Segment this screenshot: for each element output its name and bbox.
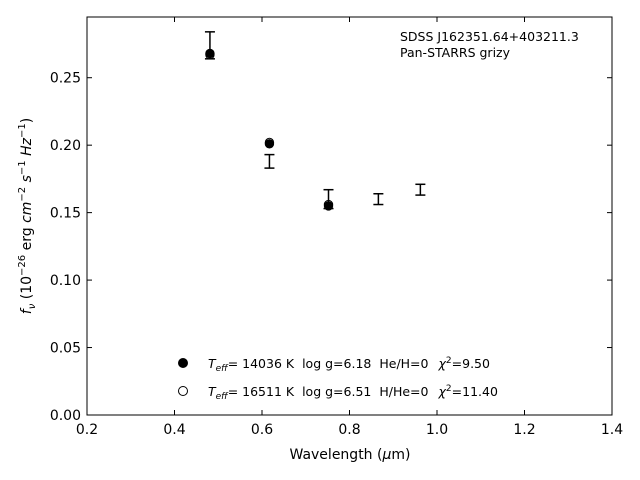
legend-marker-filled	[178, 358, 188, 368]
x-tick-label: 1.4	[601, 422, 623, 438]
observed-errorbars	[204, 31, 426, 210]
x-tick-label: 0.8	[338, 422, 360, 438]
y-axis-label: fν (10−26 erg cm−2 s−1 Hz−1)	[17, 118, 38, 314]
y-tick-label: 0.10	[50, 273, 81, 289]
x-tick-label: 0.6	[251, 422, 273, 438]
observed-errorbar	[415, 183, 426, 196]
x-tick-label: 1.2	[513, 422, 535, 438]
model-point-filled	[205, 48, 215, 59]
x-tick-label: 0.2	[76, 422, 98, 438]
annotation-object: SDSS J162351.64+403211.3	[400, 29, 579, 44]
model-points	[205, 48, 334, 211]
x-axis-label: Wavelength (μm)	[290, 447, 411, 463]
model-point-filled	[323, 201, 334, 211]
axis-ticks: 0.2 0.4 0.6 0.8 1.0 1.2 1.4 0.00 0.05 0.10 0.15 0.2…	[50, 17, 623, 438]
annotation-survey: Pan-STARRS grizy	[400, 45, 511, 60]
y-tick-label: 0.20	[50, 138, 81, 154]
model-point-filled	[264, 139, 275, 149]
observed-errorbar	[264, 153, 275, 169]
y-tick-label: 0.15	[50, 206, 81, 222]
observed-errorbar	[373, 192, 384, 206]
x-tick-label: 0.4	[163, 422, 185, 438]
legend-marker-open	[178, 386, 188, 396]
y-tick-label: 0.00	[50, 408, 81, 424]
y-tick-label: 0.05	[50, 341, 81, 357]
x-tick-label: 1.0	[426, 422, 448, 438]
y-tick-label: 0.25	[50, 71, 81, 87]
